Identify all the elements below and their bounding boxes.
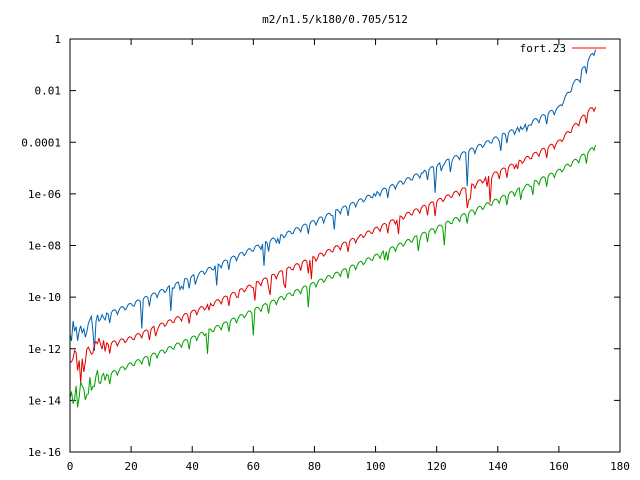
legend: fort.23: [520, 42, 606, 55]
x-tick-label: 120: [427, 460, 447, 473]
x-tick-label: 160: [549, 460, 569, 473]
x-tick-label: 100: [366, 460, 386, 473]
series-layer: [69, 49, 597, 408]
series-line-1: [69, 49, 597, 351]
x-tick-label: 80: [308, 460, 321, 473]
chart-title: m2/n1.5/k180/0.705/512: [262, 13, 408, 26]
legend-label: fort.23: [520, 42, 566, 55]
y-tick-label: 1e-06: [28, 188, 61, 201]
y-tick-label: 1e-12: [28, 343, 61, 356]
y-tick-label: 0.01: [35, 85, 62, 98]
y-tick-label: 0.0001: [21, 136, 61, 149]
y-tick-label: 1: [54, 33, 61, 46]
x-tick-label: 140: [488, 460, 508, 473]
x-tick-label: 40: [186, 460, 199, 473]
series-line-3: [69, 144, 597, 408]
x-tick-label: 180: [610, 460, 630, 473]
y-tick-label: 1e-14: [28, 394, 61, 407]
plot-frame: [69, 38, 621, 453]
y-tick-label: 1e-10: [28, 291, 61, 304]
y-tick-label: 1e-08: [28, 240, 61, 253]
y-tick-label: 1e-16: [28, 446, 61, 459]
x-tick-label: 60: [247, 460, 260, 473]
x-tick-label: 20: [124, 460, 137, 473]
x-tick-label: 0: [67, 460, 74, 473]
axis-ticks: 0 20 40 60 80 100 120 140 160 180 1e-16 1e-14 1e-12 1…: [21, 33, 630, 473]
series-line-2: [70, 106, 597, 384]
